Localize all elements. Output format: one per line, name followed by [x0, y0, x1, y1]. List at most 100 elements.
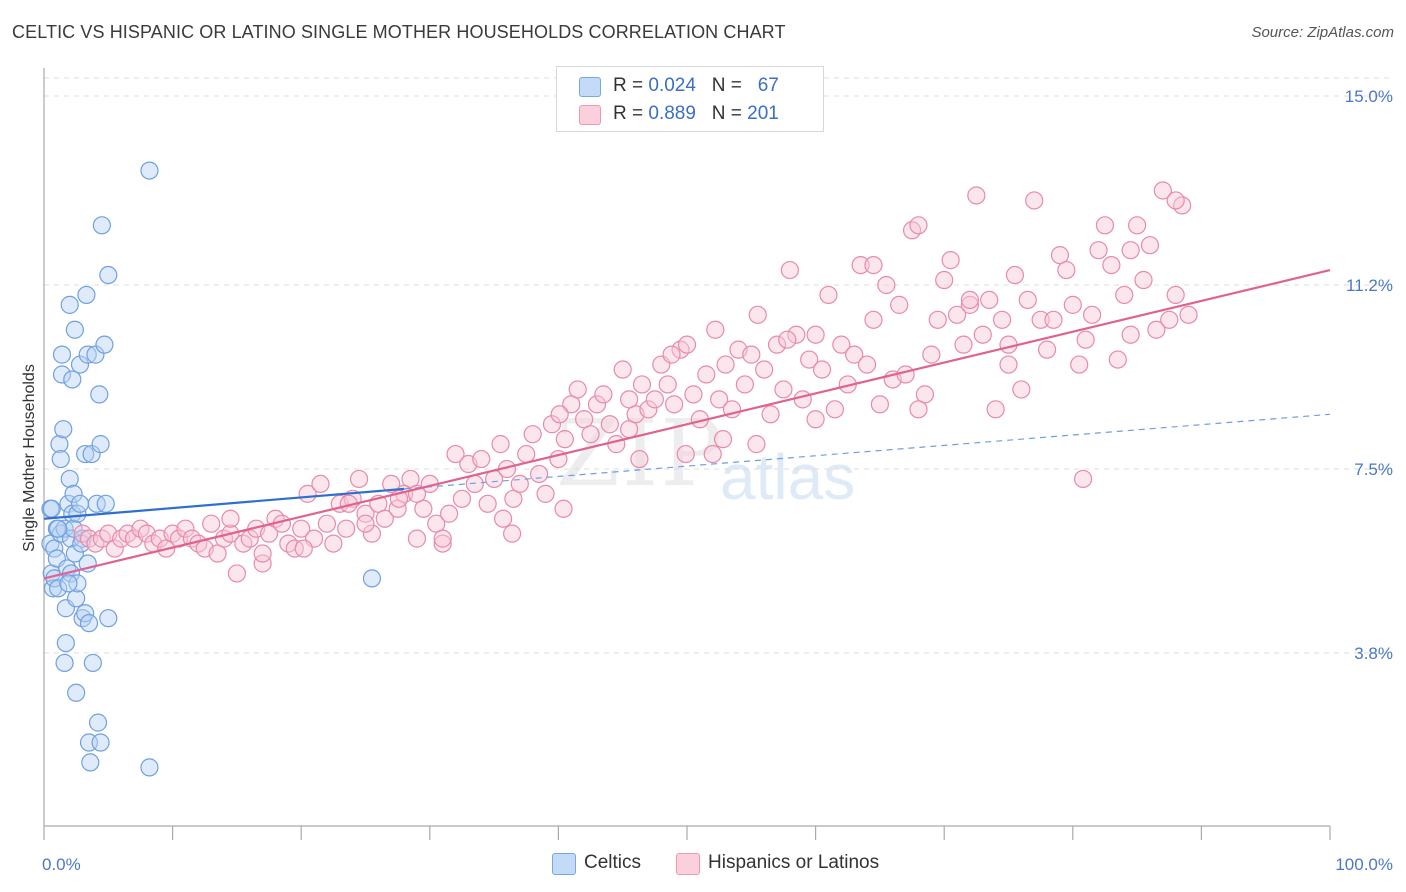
data-point — [793, 390, 812, 409]
data-point — [1102, 255, 1121, 275]
data-point — [1063, 295, 1082, 314]
data-point — [311, 474, 330, 494]
correlation-legend: R = 0.024 N = 67 R = 0.889 N = 201 — [556, 66, 824, 132]
data-point — [845, 345, 864, 364]
data-point — [60, 295, 79, 314]
data-point — [52, 365, 72, 384]
data-point — [778, 330, 797, 349]
data-point — [710, 390, 729, 409]
data-point — [1025, 191, 1044, 210]
data-point — [787, 325, 806, 344]
data-point — [51, 449, 70, 469]
data-point — [140, 758, 159, 777]
data-point — [92, 216, 111, 235]
data-point — [253, 554, 272, 573]
legend-swatch-celtics — [579, 77, 601, 97]
legend-n-label: N = — [711, 103, 748, 124]
data-point — [1127, 216, 1147, 235]
data-point — [1073, 469, 1093, 489]
data-point — [780, 260, 799, 280]
watermark-atlas: atlas — [720, 441, 856, 513]
data-point — [1140, 236, 1160, 255]
legend-r-value: 0.889 — [648, 103, 696, 124]
data-point — [735, 375, 754, 394]
bottom-legend-label-hispanics: Hispanics or Latinos — [708, 852, 880, 873]
data-point — [542, 415, 562, 434]
data-point — [227, 564, 246, 583]
data-point — [65, 544, 84, 563]
data-point — [600, 415, 619, 434]
data-point — [877, 275, 896, 295]
data-point — [81, 753, 100, 772]
data-point — [954, 335, 973, 354]
data-point — [91, 435, 110, 454]
data-point — [832, 335, 851, 354]
data-point — [67, 683, 86, 702]
data-point — [613, 360, 632, 379]
data-point — [536, 484, 555, 503]
data-point — [82, 444, 101, 464]
data-point — [1166, 191, 1185, 210]
data-point — [356, 504, 375, 523]
legend-n-value: 201 — [747, 103, 779, 124]
data-point — [967, 186, 986, 205]
source-label: Source: ZipAtlas.com — [1251, 24, 1394, 41]
data-point — [1018, 290, 1037, 310]
data-point — [632, 375, 652, 394]
data-point — [748, 305, 767, 324]
data-point — [465, 474, 484, 494]
data-point — [620, 390, 639, 409]
data-point — [356, 514, 375, 533]
data-point — [83, 653, 102, 673]
data-point — [645, 390, 664, 409]
data-point — [99, 609, 118, 628]
data-point — [800, 350, 819, 369]
data-point — [703, 444, 722, 464]
data-point — [550, 405, 569, 424]
legend-swatch-hispanics — [579, 105, 601, 125]
data-point — [42, 499, 61, 518]
data-point — [755, 360, 774, 379]
data-point — [375, 509, 394, 528]
data-point — [202, 514, 221, 533]
data-point — [554, 499, 573, 518]
data-point — [825, 400, 844, 419]
y-tick-label: 11.2% — [1346, 276, 1393, 295]
data-point — [706, 320, 725, 339]
data-point — [63, 504, 82, 523]
data-point — [568, 380, 587, 399]
data-point — [49, 579, 68, 598]
data-point — [1147, 320, 1166, 339]
data-point — [70, 494, 90, 513]
data-point — [362, 569, 382, 588]
data-point — [676, 444, 695, 464]
data-point — [806, 410, 825, 429]
data-point — [999, 355, 1018, 374]
data-point — [60, 469, 79, 489]
data-point — [767, 335, 787, 354]
data-point — [812, 360, 832, 379]
data-point — [870, 395, 890, 414]
y-tick-label: 7.5% — [1354, 460, 1393, 479]
data-point — [478, 494, 497, 513]
data-point — [49, 519, 68, 538]
y-tick-label: 3.8% — [1354, 644, 1393, 663]
data-point — [697, 365, 716, 384]
data-point — [76, 444, 95, 464]
data-point — [105, 539, 124, 558]
data-point — [947, 305, 967, 324]
data-point — [973, 325, 992, 344]
data-point — [1095, 216, 1115, 235]
data-point — [587, 395, 607, 414]
data-point — [439, 504, 459, 523]
data-point — [382, 474, 401, 494]
data-point — [491, 435, 510, 454]
data-point — [446, 444, 465, 464]
data-point — [76, 604, 95, 623]
data-point — [555, 430, 574, 449]
data-point — [960, 295, 980, 314]
data-point — [90, 385, 109, 404]
data-point — [253, 544, 272, 563]
data-point — [1089, 241, 1108, 260]
data-point — [67, 589, 86, 608]
